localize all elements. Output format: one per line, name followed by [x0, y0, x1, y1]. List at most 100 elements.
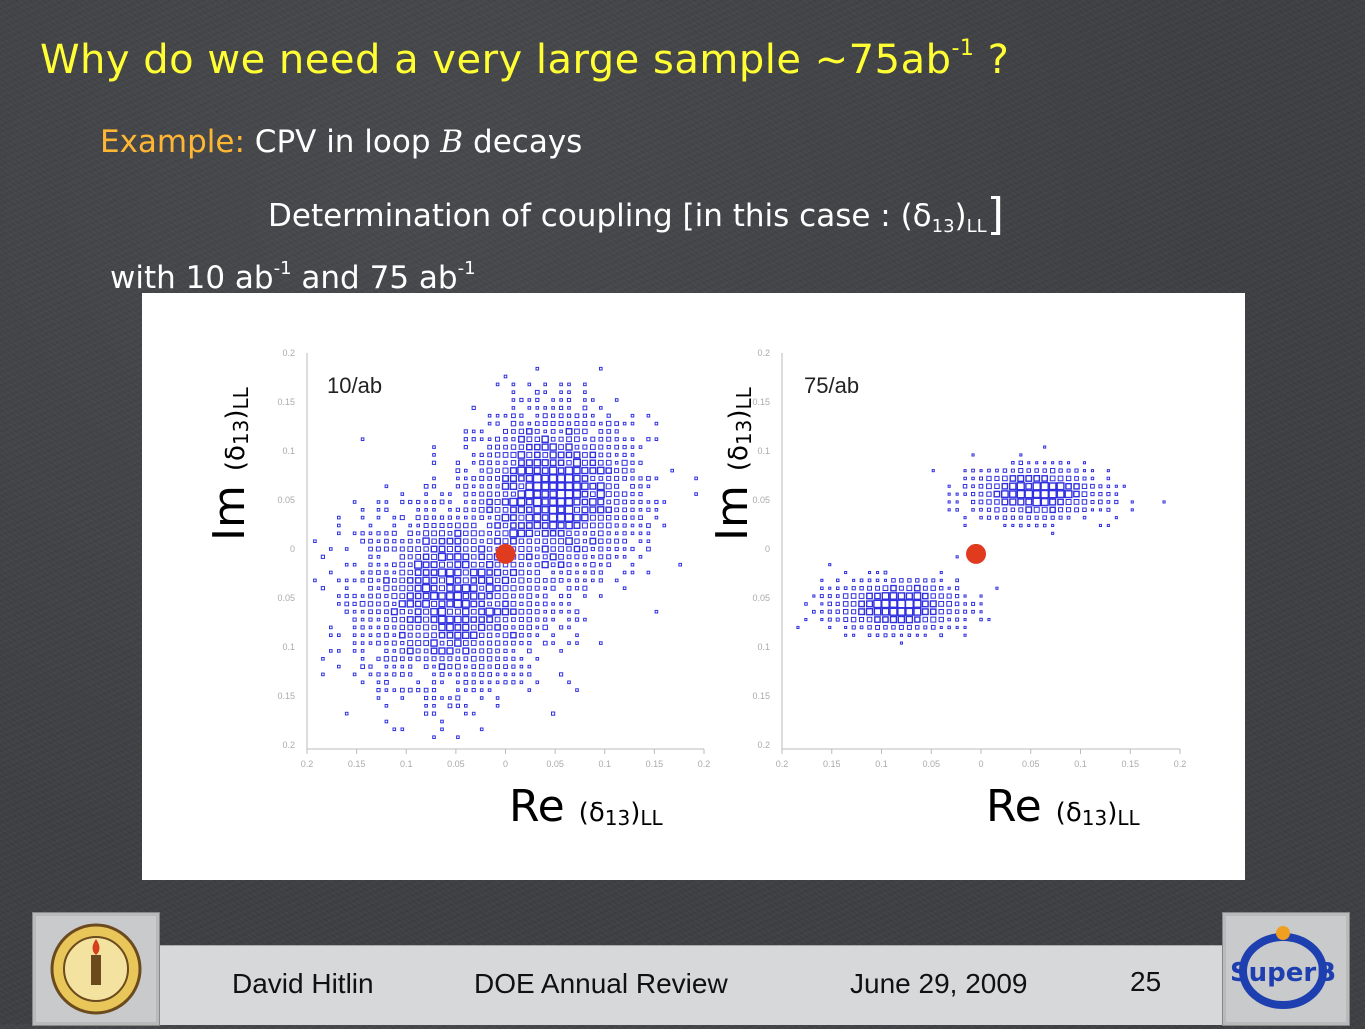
- histogram-bin: [534, 421, 540, 426]
- histogram-bin: [929, 608, 937, 616]
- histogram-bin: [392, 578, 397, 583]
- histogram-bin: [1065, 482, 1072, 490]
- histogram-bin: [384, 641, 389, 646]
- example-b: B: [440, 124, 464, 160]
- histogram-bin: [638, 523, 643, 528]
- histogram-bin: [979, 476, 983, 481]
- histogram-bin: [360, 570, 365, 575]
- histogram-bin: [502, 632, 509, 639]
- histogram-bin: [454, 608, 461, 615]
- histogram-bin: [470, 655, 477, 662]
- histogram-bin: [486, 592, 493, 600]
- histogram-bin: [844, 633, 848, 637]
- histogram-bin: [575, 562, 579, 567]
- histogram-bin: [930, 616, 937, 623]
- histogram-bin: [646, 546, 651, 552]
- histogram-bin: [1002, 475, 1008, 482]
- histogram-bin: [891, 578, 896, 583]
- histogram-bin: [415, 632, 421, 638]
- histogram-bin: [406, 647, 414, 655]
- histogram-bin: [582, 554, 588, 560]
- histogram-bin: [1048, 489, 1057, 499]
- histogram-bin: [437, 607, 447, 616]
- histogram-bin: [518, 444, 525, 450]
- histogram-bin: [479, 688, 484, 692]
- histogram-bin: [470, 538, 477, 545]
- histogram-bin: [455, 663, 461, 670]
- histogram-bin: [881, 592, 890, 600]
- histogram-bin: [572, 490, 582, 499]
- histogram-bin: [439, 656, 445, 662]
- histogram-bin: [517, 451, 526, 459]
- histogram-bin: [1082, 507, 1087, 512]
- histogram-bin: [463, 445, 468, 450]
- histogram-bin: [575, 688, 579, 692]
- histogram-bin: [526, 506, 533, 514]
- histogram-bin: [955, 625, 959, 629]
- histogram-bin: [1001, 490, 1009, 498]
- histogram-bin: [360, 680, 365, 685]
- histogram-bin: [955, 617, 960, 622]
- histogram-bin: [517, 497, 526, 507]
- histogram-bin: [938, 616, 944, 623]
- histogram-bin: [502, 538, 509, 545]
- histogram-bin: [897, 592, 906, 600]
- histogram-bin: [352, 609, 357, 614]
- histogram-bin: [542, 538, 548, 544]
- histogram-bin: [376, 500, 381, 504]
- histogram-bin: [456, 476, 460, 481]
- histogram-bin: [564, 489, 574, 499]
- histogram-bin: [423, 523, 429, 528]
- histogram-bin: [485, 584, 494, 593]
- histogram-bin: [344, 609, 349, 614]
- histogram-bin: [423, 530, 430, 537]
- histogram-bin: [543, 390, 547, 395]
- histogram-bin: [510, 491, 516, 497]
- histogram-bin: [630, 476, 635, 481]
- histogram-bin: [376, 688, 381, 693]
- histogram-bin: [581, 498, 589, 506]
- histogram-bin: [360, 625, 365, 630]
- histogram-bin: [525, 474, 533, 483]
- histogram-bin: [446, 553, 454, 561]
- histogram-bin: [422, 592, 430, 600]
- histogram-bin: [541, 482, 550, 491]
- histogram-bin: [384, 625, 389, 630]
- histogram-bin: [581, 482, 589, 491]
- histogram-bin: [384, 617, 389, 622]
- histogram-bin: [495, 664, 500, 670]
- histogram-bin: [487, 476, 492, 481]
- histogram-bin: [399, 624, 406, 631]
- histogram-bin: [454, 568, 462, 577]
- histogram-bin: [478, 623, 486, 631]
- histogram-bin: [486, 624, 493, 631]
- histogram-bin: [533, 497, 542, 507]
- histogram-bin: [1130, 500, 1134, 504]
- histogram-bin: [487, 460, 492, 466]
- histogram-bin: [430, 647, 438, 655]
- histogram-bin: [511, 437, 516, 442]
- histogram-bin: [456, 735, 460, 739]
- histogram-bin: [622, 586, 627, 590]
- histogram-bin: [525, 498, 533, 506]
- histogram-bin: [535, 633, 540, 637]
- histogram-bin: [454, 639, 462, 647]
- histogram-bin: [510, 561, 517, 568]
- histogram-bin: [654, 421, 659, 426]
- histogram-bin: [994, 499, 1000, 505]
- histogram-bin: [414, 600, 422, 608]
- histogram-bin: [1082, 476, 1087, 481]
- histogram-bin: [414, 577, 422, 584]
- histogram-bin: [1106, 492, 1111, 497]
- histogram-bin: [859, 578, 864, 583]
- histogram-bin: [614, 437, 619, 442]
- histogram-bin: [557, 561, 565, 569]
- histogram-bin: [581, 459, 588, 466]
- histogram-bin: [630, 445, 635, 449]
- histogram-bin: [526, 616, 533, 623]
- histogram-bin: [535, 657, 540, 661]
- histogram-bin: [448, 696, 452, 700]
- histogram-bin: [858, 593, 865, 599]
- footer-author: David Hitlin: [232, 968, 374, 999]
- histogram-bin: [431, 656, 437, 662]
